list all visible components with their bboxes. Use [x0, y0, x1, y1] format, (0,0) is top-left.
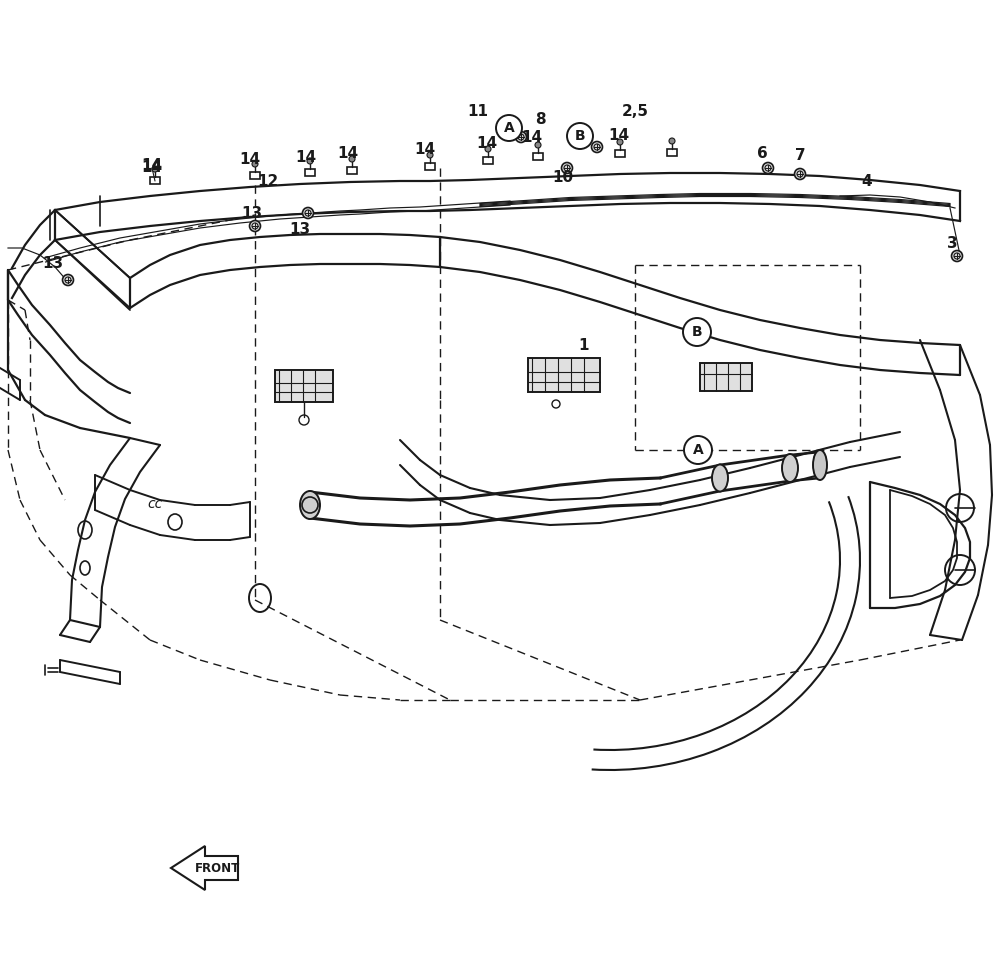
Text: 14: 14: [141, 160, 163, 176]
Bar: [483, 157, 493, 164]
Text: 14: 14: [476, 135, 498, 151]
Ellipse shape: [782, 454, 798, 482]
Circle shape: [669, 138, 675, 144]
Text: 6: 6: [757, 146, 767, 160]
Text: B: B: [575, 129, 585, 143]
Circle shape: [252, 161, 258, 167]
Circle shape: [62, 275, 74, 285]
Bar: [347, 167, 357, 174]
Circle shape: [763, 162, 774, 174]
Circle shape: [485, 146, 491, 152]
Bar: [150, 177, 160, 184]
Circle shape: [302, 497, 318, 513]
Text: 7: 7: [795, 148, 805, 162]
Circle shape: [250, 221, 260, 231]
Text: 11: 11: [468, 105, 488, 119]
Text: B: B: [692, 325, 702, 339]
Text: 14: 14: [521, 131, 543, 146]
Text: 14: 14: [141, 157, 163, 173]
FancyBboxPatch shape: [528, 358, 600, 392]
Circle shape: [683, 318, 711, 346]
Text: 2,5: 2,5: [622, 105, 648, 119]
Text: A: A: [693, 443, 703, 457]
Circle shape: [427, 152, 433, 158]
Text: FRONT: FRONT: [195, 861, 241, 875]
Bar: [667, 149, 677, 156]
Circle shape: [535, 142, 541, 148]
Text: A: A: [504, 121, 514, 135]
Text: 14: 14: [337, 146, 359, 160]
FancyBboxPatch shape: [275, 370, 333, 402]
Text: 8: 8: [535, 112, 545, 128]
Circle shape: [567, 123, 593, 149]
Bar: [425, 163, 435, 170]
Circle shape: [592, 141, 602, 153]
Circle shape: [794, 169, 806, 180]
Bar: [250, 172, 260, 179]
Ellipse shape: [712, 465, 728, 492]
Ellipse shape: [300, 491, 320, 519]
FancyBboxPatch shape: [700, 363, 752, 391]
Ellipse shape: [813, 450, 827, 480]
Circle shape: [684, 436, 712, 464]
Text: 14: 14: [295, 150, 317, 164]
Text: 13: 13: [241, 205, 263, 221]
Circle shape: [516, 132, 526, 142]
Bar: [305, 169, 315, 176]
Circle shape: [307, 158, 313, 164]
Circle shape: [302, 207, 314, 219]
Text: 14: 14: [608, 128, 630, 142]
Text: 14: 14: [414, 142, 436, 157]
Bar: [533, 153, 543, 160]
Text: 12: 12: [257, 175, 279, 189]
Text: 13: 13: [289, 223, 311, 237]
Text: 13: 13: [42, 255, 64, 271]
Text: 3: 3: [947, 235, 957, 251]
Circle shape: [617, 139, 623, 145]
Circle shape: [562, 162, 572, 174]
Circle shape: [152, 166, 158, 172]
Polygon shape: [171, 846, 238, 890]
Circle shape: [496, 115, 522, 141]
Text: 1: 1: [579, 339, 589, 353]
Circle shape: [349, 156, 355, 162]
Text: cc: cc: [147, 497, 163, 511]
Circle shape: [952, 251, 962, 261]
Text: 4: 4: [862, 175, 872, 189]
Bar: [615, 150, 625, 157]
Text: 14: 14: [239, 153, 261, 167]
Text: 10: 10: [552, 171, 574, 185]
